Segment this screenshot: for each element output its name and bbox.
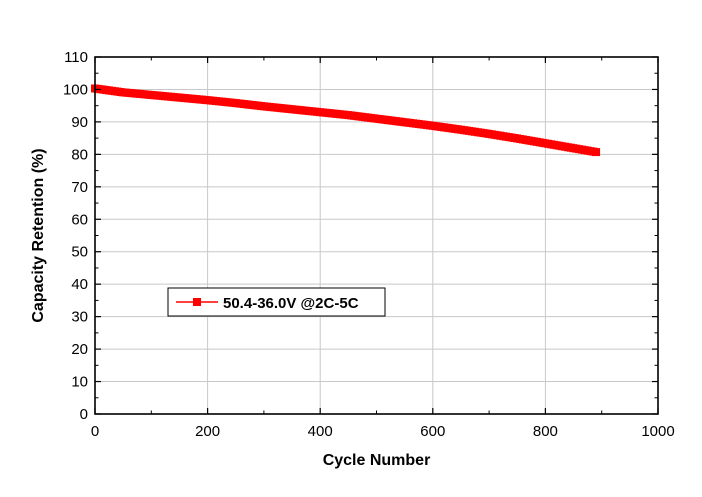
y-tick-label: 0 [80, 406, 88, 423]
plot-frame [95, 57, 658, 414]
y-tick-label: 20 [71, 341, 88, 358]
y-tick-label: 80 [71, 146, 88, 163]
x-tick-label: 0 [91, 423, 99, 440]
legend-label: 50.4-36.0V @2C-5C [223, 295, 359, 312]
legend-marker-square-icon [193, 298, 201, 306]
data-point-marker [592, 148, 601, 157]
y-tick-label: 10 [71, 374, 88, 391]
x-tick-labels: 0 200 400 600 800 1000 [91, 423, 675, 440]
data-series [91, 84, 601, 157]
x-tick-label: 800 [533, 423, 558, 440]
y-tick-labels: 0 10 20 30 40 50 60 70 80 90 100 110 [63, 49, 88, 423]
y-tick-label: 70 [71, 179, 88, 196]
axis-ticks [94, 56, 659, 415]
y-tick-label: 50 [71, 244, 88, 261]
x-axis-title: Cycle Number [323, 452, 431, 469]
y-axis-title: Capacity Retention (%) [30, 148, 47, 322]
x-tick-label: 200 [195, 423, 220, 440]
y-tick-label: 30 [71, 309, 88, 326]
legend: 50.4-36.0V @2C-5C [167, 287, 386, 317]
y-tick-label: 110 [64, 49, 88, 66]
x-tick-label: 600 [420, 423, 445, 440]
y-tick-label: 90 [71, 114, 88, 131]
x-tick-label: 400 [308, 423, 333, 440]
y-tick-label: 40 [71, 276, 88, 293]
y-tick-label: 100 [63, 81, 88, 98]
x-tick-label: 1000 [641, 423, 674, 440]
y-tick-label: 60 [71, 211, 88, 228]
